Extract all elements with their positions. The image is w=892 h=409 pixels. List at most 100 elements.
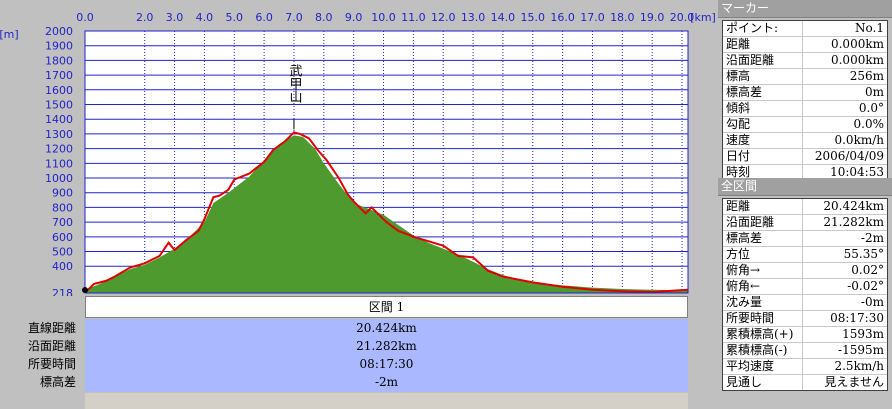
x-tick-label: 20.0 [670,11,695,24]
marker-key: 速度 [723,133,803,148]
total-row: 俯角→ 0.02° [723,263,887,279]
marker-row: 標高差 0m [723,85,887,101]
total-key: 方位 [723,247,803,262]
total-key: 沈み量 [723,295,803,310]
section-label-straight-distance: 直線距離 [27,321,76,335]
marker-value: 0.0% [853,117,885,131]
peak-label[interactable]: 武甲山 [286,64,302,103]
x-tick-label: 2.0 [136,11,154,24]
marker-value: 256m [849,69,884,83]
total-row: 距離 20.424km [723,199,887,215]
y-tick-label: 1500 [45,99,73,112]
marker-row: 傾斜 0.0° [723,101,887,117]
x-tick-label: 13.0 [461,11,486,24]
x-tick-label: 5.0 [226,11,244,24]
total-key: 累積標高(-) [723,343,803,358]
total-value: 20.424km [823,199,884,213]
marker-value: 0m [864,85,884,99]
total-value: 見えません [824,375,884,389]
marker-info-table: ポイント: No.1 距離 0.000km 沿面距離 0.000km 標高 256m 標高差 0m… [722,20,888,181]
total-row: 累積標高(+) 1593m [723,327,887,343]
profile-plot-svg[interactable]: 2000190018001700160015001400130012001100… [0,0,718,296]
section-value-straight-distance: 20.424km [356,321,417,335]
x-tick-label: 11.0 [401,11,426,24]
x-tick-label: 4.0 [196,11,214,24]
section-header[interactable]: 区間 1 [85,296,688,318]
section-labels: 直線距離 沿面距離 所要時間 標高差 [0,319,84,391]
y-tick-label: 700 [52,216,73,229]
total-key: 俯角← [723,279,803,294]
total-value: 2.5km/h [834,359,884,373]
track-line [84,131,689,294]
section-label-surface-distance: 沿面距離 [27,339,76,353]
y-tick-label: 218 [52,287,73,296]
marker-row: 距離 0.000km [723,37,887,53]
y-unit-label: [m] [0,28,19,41]
elevation-area [85,135,688,293]
total-key: 沿面距離 [723,215,803,230]
total-key: 累積標高(+) [723,327,803,342]
y-tick-label: 1400 [45,113,73,126]
total-row: 沿面距離 21.282km [723,215,887,231]
total-value: 0.02° [851,263,884,277]
total-value: -0m [860,295,884,309]
total-panel-title: 全区間 [718,178,892,196]
x-tick-label: 6.0 [255,11,273,24]
marker-key: 標高 [723,69,803,84]
y-tick-label: 1000 [45,172,73,185]
marker-row: 沿面距離 0.000km [723,53,887,69]
total-value: 55.35° [843,247,884,261]
marker-value: 0.000km [830,37,884,51]
elevation-profile-chart[interactable]: 2000 1900 1800 1700 1600 1500 1400 1300 1200 1100… [0,0,718,296]
x-tick-label: 18.0 [610,11,635,24]
total-block: 全区間 距離 20.424km 沿面距離 21.282km 標高差 -2m 方位 55.35°… [718,178,892,391]
marker-block: マーカー ポイント: No.1 距離 0.000km 沿面距離 0.000km 標高 256m… [718,0,892,181]
section-label-elevation-diff: 標高差 [39,375,76,389]
marker-row: 速度 0.0km/h [723,133,887,149]
total-value: -1595m [838,343,884,357]
y-tick-label: 1900 [45,40,73,53]
total-info-table: 距離 20.424km 沿面距離 21.282km 標高差 -2m 方位 55.35° 俯角→ 0… [722,198,888,391]
x-tick-label: 16.0 [550,11,575,24]
y-tick-label: 2000 [45,25,73,38]
total-key: 見通し [723,375,803,390]
total-row: 標高差 -2m [723,231,887,247]
section-values: 20.424km 21.282km 08:17:30 -2m [85,319,688,392]
total-value: 08:17:30 [830,311,884,325]
x-tick-label: 14.0 [491,11,516,24]
total-row: 方位 55.35° [723,247,887,263]
marker-key: ポイント: [723,21,803,36]
marker-row: 時刻 10:04:53 [723,165,887,180]
marker-value: 2006/04/09 [814,149,884,163]
marker-row: 勾配 0.0% [723,117,887,133]
total-row: 累積標高(-) -1595m [723,343,887,359]
y-tick-label: 400 [52,260,73,273]
x-tick-label: 10.0 [371,11,396,24]
y-tick-label: 1100 [45,157,73,170]
y-tick-label: 1600 [45,84,73,97]
total-value: 21.282km [823,215,884,229]
marker-key: 時刻 [723,165,803,180]
horizontal-scrollbar[interactable] [85,393,688,409]
marker-value: 0.0° [858,101,884,115]
marker-key: 日付 [723,149,803,164]
marker-key: 距離 [723,37,803,52]
total-key: 標高差 [723,231,803,246]
marker-key: 傾斜 [723,101,803,116]
marker-panel-title: マーカー [718,0,892,18]
y-tick-label: 1700 [45,69,73,82]
total-row: 所要時間 08:17:30 [723,311,887,327]
x-tick-label: 3.0 [166,11,184,24]
total-value: -2m [860,231,884,245]
marker-value: No.1 [855,21,884,35]
marker-key: 標高差 [723,85,803,100]
section-value-elevation-diff: -2m [374,375,399,389]
total-row: 俯角← -0.02° [723,279,887,295]
y-tick-label: 600 [52,231,73,244]
section-label-duration: 所要時間 [27,357,76,371]
total-key: 距離 [723,199,803,214]
x-tick-label: 17.0 [580,11,605,24]
x-tick-label: 8.0 [315,11,333,24]
start-marker-icon[interactable] [82,287,88,294]
marker-value: 0.000km [830,53,884,67]
